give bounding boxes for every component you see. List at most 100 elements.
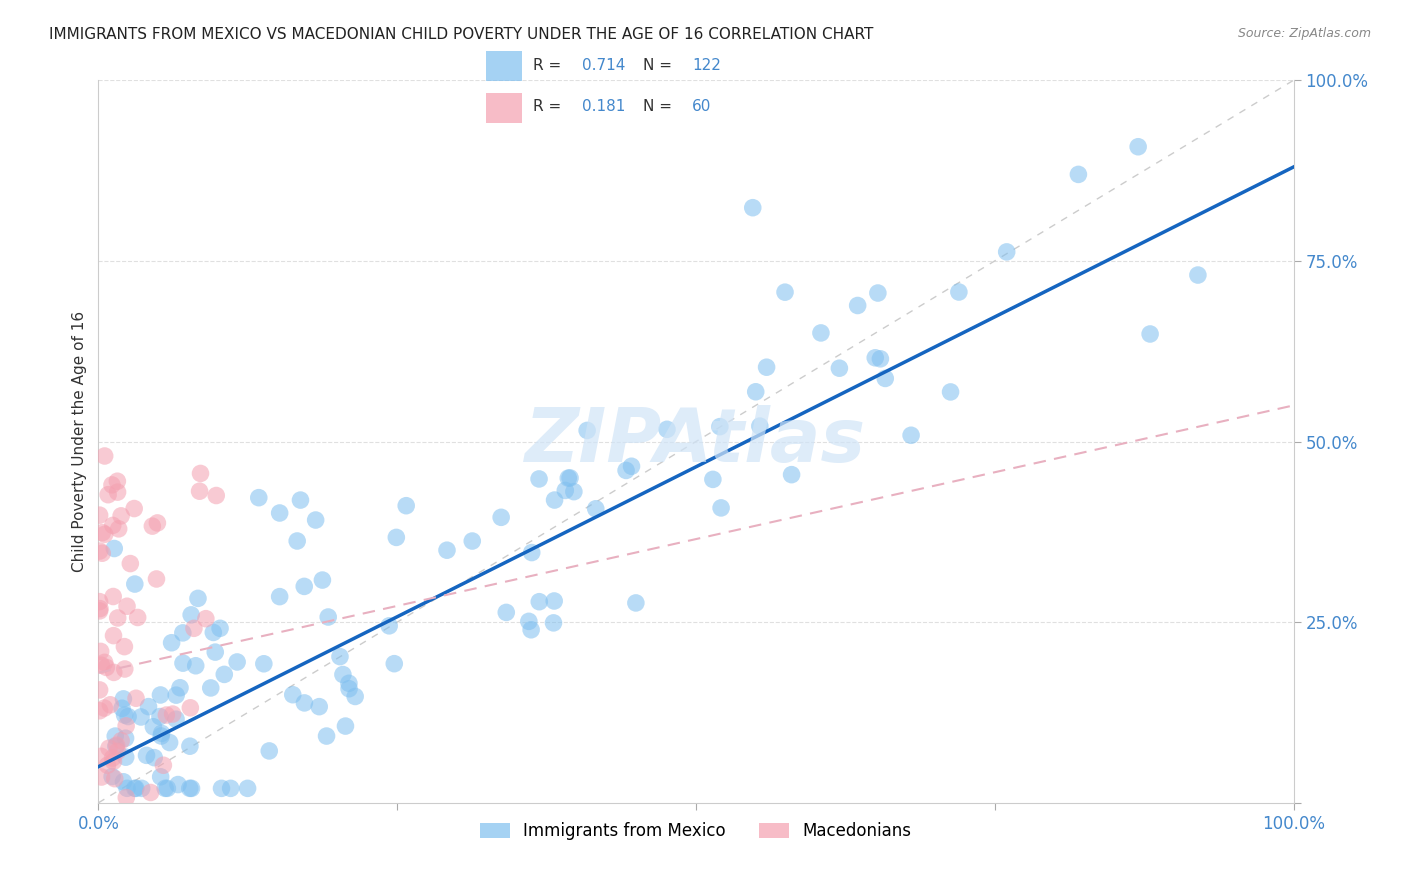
Point bbox=[90, 770, 112, 784]
Point bbox=[846, 298, 869, 312]
Point bbox=[253, 657, 276, 671]
Point bbox=[145, 572, 167, 586]
Point bbox=[107, 522, 129, 536]
Point bbox=[995, 244, 1018, 259]
Point bbox=[614, 463, 637, 477]
Point bbox=[117, 709, 139, 723]
Point bbox=[562, 484, 585, 499]
Point bbox=[211, 781, 233, 796]
Point bbox=[624, 596, 647, 610]
Point bbox=[620, 459, 643, 474]
Text: Source: ZipAtlas.com: Source: ZipAtlas.com bbox=[1237, 27, 1371, 40]
Point bbox=[89, 601, 111, 615]
Point bbox=[162, 707, 184, 722]
Point bbox=[741, 201, 763, 215]
Point bbox=[97, 488, 120, 502]
Point bbox=[93, 656, 115, 670]
Point bbox=[780, 467, 803, 482]
Point bbox=[89, 704, 111, 718]
Point bbox=[865, 351, 887, 365]
Point bbox=[554, 483, 576, 498]
Point bbox=[107, 611, 129, 625]
Point bbox=[247, 491, 270, 505]
Point bbox=[755, 360, 778, 375]
Point bbox=[115, 781, 138, 796]
Point bbox=[103, 665, 125, 680]
Point bbox=[436, 543, 458, 558]
Point bbox=[308, 699, 330, 714]
Point bbox=[138, 699, 160, 714]
Point bbox=[112, 774, 135, 789]
Point bbox=[91, 525, 114, 540]
Point bbox=[101, 518, 124, 533]
Point bbox=[489, 510, 512, 524]
Point bbox=[1067, 168, 1090, 182]
Point bbox=[169, 681, 191, 695]
Point bbox=[1187, 268, 1209, 282]
Point bbox=[236, 781, 259, 796]
Point bbox=[520, 623, 543, 637]
Point bbox=[344, 690, 367, 704]
Point bbox=[143, 750, 166, 764]
Point bbox=[527, 472, 550, 486]
Point bbox=[529, 595, 551, 609]
Point bbox=[115, 719, 138, 733]
Text: IMMIGRANTS FROM MEXICO VS MACEDONIAN CHILD POVERTY UNDER THE AGE OF 16 CORRELATI: IMMIGRANTS FROM MEXICO VS MACEDONIAN CHI… bbox=[49, 27, 873, 42]
Point bbox=[112, 640, 135, 654]
Point bbox=[183, 621, 205, 635]
Point bbox=[226, 655, 249, 669]
Point bbox=[142, 720, 165, 734]
Point bbox=[98, 698, 121, 712]
Point bbox=[709, 419, 731, 434]
Point bbox=[558, 471, 581, 485]
Point bbox=[125, 691, 148, 706]
Point bbox=[205, 489, 228, 503]
Y-axis label: Child Poverty Under the Age of 16: Child Poverty Under the Age of 16 bbox=[72, 311, 87, 572]
Point bbox=[828, 361, 851, 376]
Point bbox=[101, 751, 124, 765]
Point bbox=[866, 286, 889, 301]
Point bbox=[378, 619, 401, 633]
Point bbox=[188, 484, 211, 499]
Point bbox=[155, 708, 177, 723]
Point bbox=[187, 591, 209, 606]
Point bbox=[91, 546, 114, 560]
Point bbox=[150, 726, 173, 740]
Point bbox=[89, 604, 111, 618]
Text: 0.714: 0.714 bbox=[582, 58, 626, 73]
Point bbox=[115, 790, 138, 805]
Point bbox=[194, 612, 217, 626]
Point bbox=[124, 781, 146, 796]
Point bbox=[329, 649, 352, 664]
Point bbox=[105, 474, 128, 488]
Point bbox=[543, 493, 565, 508]
Point bbox=[94, 527, 117, 541]
Point bbox=[139, 785, 162, 799]
Point bbox=[190, 467, 212, 481]
Bar bbox=[486, 52, 522, 81]
Point bbox=[948, 285, 970, 299]
Point bbox=[869, 351, 891, 366]
Point bbox=[149, 688, 172, 702]
Point bbox=[332, 667, 354, 681]
Point bbox=[152, 758, 174, 772]
Point bbox=[141, 519, 163, 533]
Point bbox=[1139, 326, 1161, 341]
Point bbox=[153, 781, 176, 796]
Point bbox=[103, 590, 125, 604]
Point bbox=[104, 772, 127, 786]
Point bbox=[107, 485, 129, 500]
Point bbox=[900, 428, 922, 442]
Point bbox=[204, 645, 226, 659]
Point bbox=[214, 667, 236, 681]
Point bbox=[93, 701, 115, 715]
Point bbox=[209, 621, 232, 635]
Point bbox=[110, 508, 132, 523]
Point bbox=[495, 606, 517, 620]
Point bbox=[124, 577, 146, 591]
Point bbox=[150, 729, 173, 743]
Point bbox=[167, 778, 190, 792]
Point bbox=[146, 516, 169, 530]
Point bbox=[395, 499, 418, 513]
Point bbox=[257, 744, 280, 758]
